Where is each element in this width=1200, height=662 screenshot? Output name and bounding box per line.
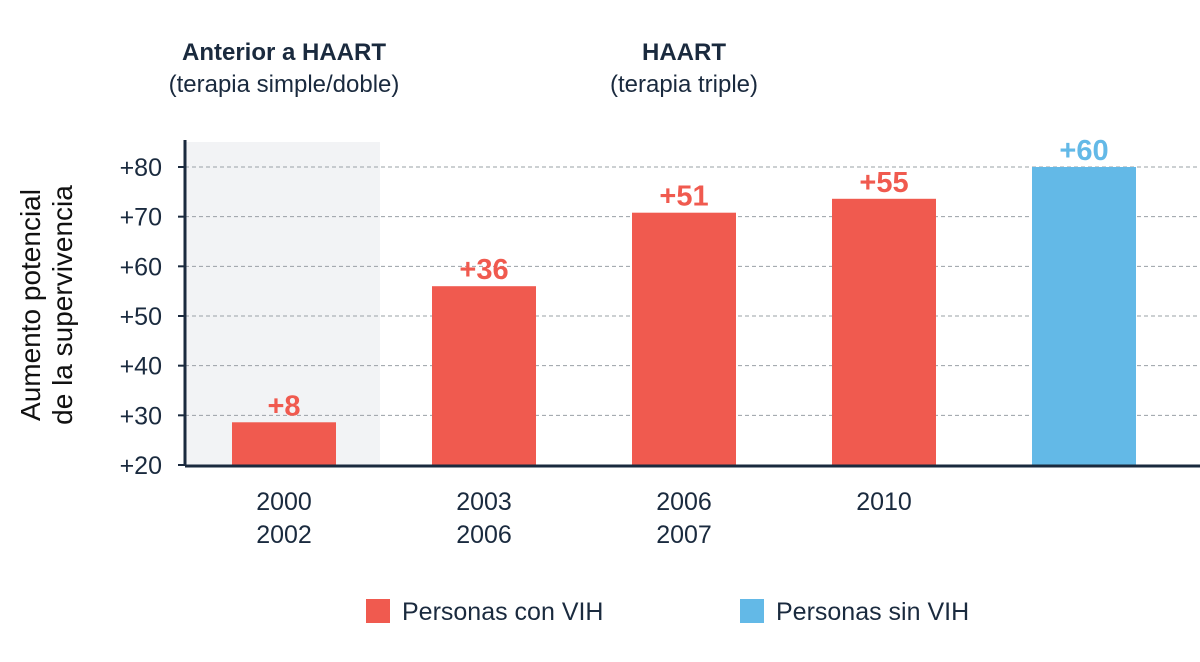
x-tick-label: 2002 [256, 521, 312, 549]
y-tick-label: +20 [120, 452, 162, 480]
data-label: +60 [1059, 135, 1108, 167]
bar [632, 212, 736, 465]
bar [1032, 167, 1136, 465]
data-label: +51 [659, 181, 708, 213]
x-tick-label: 2010 [856, 488, 912, 516]
legend-label: Personas sin VIH [776, 598, 969, 626]
y-axis-label-line: Aumento potencial [15, 189, 46, 421]
legend-swatch [366, 599, 390, 623]
y-tick-label: +60 [120, 253, 162, 281]
legend-label: Personas con VIH [402, 598, 604, 626]
y-tick-label: +50 [120, 303, 162, 331]
x-tick-label: 2007 [656, 521, 712, 549]
y-tick-label: +70 [120, 204, 162, 232]
period-header-subtitle: (terapia triple) [610, 71, 758, 98]
y-axis-label-line: de la supervivencia [47, 185, 78, 425]
x-tick-label: 2000 [256, 488, 312, 516]
y-tick-label: +30 [120, 402, 162, 430]
x-tick-label: 2006 [656, 488, 712, 516]
period-header-title: HAART [642, 39, 726, 66]
legend-swatch [740, 599, 764, 623]
bar [232, 422, 336, 465]
data-label: +55 [859, 167, 908, 199]
x-tick-label: 2003 [456, 488, 512, 516]
y-tick-label: +80 [120, 154, 162, 182]
y-axis-label: Aumento potencialde la supervivencia [15, 185, 78, 425]
bar [832, 198, 936, 465]
period-header-subtitle: (terapia simple/doble) [169, 71, 400, 98]
data-label: +8 [267, 390, 300, 422]
pre-haart-shaded-region [185, 142, 380, 465]
period-header-title: Anterior a HAART [182, 39, 386, 66]
y-tick-label: +40 [120, 353, 162, 381]
x-tick-label: 2006 [456, 521, 512, 549]
bar [432, 286, 536, 465]
data-label: +36 [459, 254, 508, 286]
